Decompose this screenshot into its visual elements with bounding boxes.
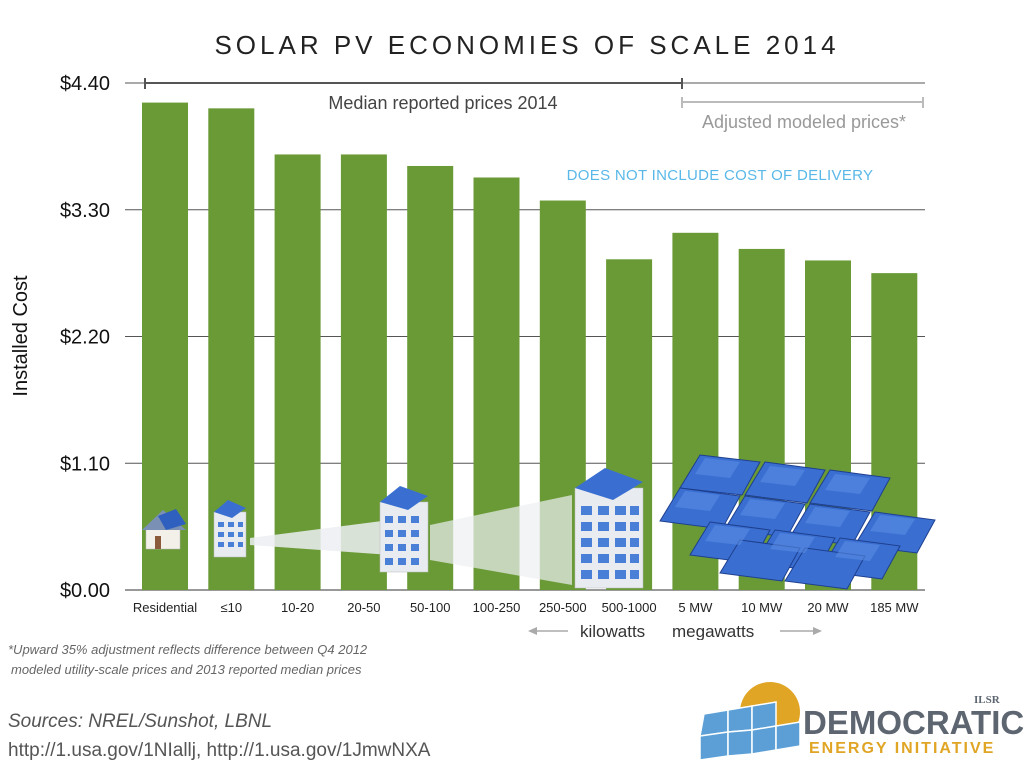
chart-title: SOLAR PV ECONOMIES OF SCALE 2014 bbox=[214, 30, 839, 60]
bar bbox=[274, 154, 321, 590]
small-building-icon bbox=[213, 500, 247, 558]
median-range-label: Median reported prices 2014 bbox=[328, 93, 557, 113]
adjusted-range-label: Adjusted modeled prices* bbox=[702, 112, 906, 132]
x-tick-label: 5 MW bbox=[678, 600, 713, 615]
right-arrow-icon bbox=[813, 627, 822, 635]
x-tick-label: 10-20 bbox=[281, 600, 314, 615]
y-tick-label: $3.30 bbox=[60, 200, 110, 222]
x-tick-label: 100-250 bbox=[473, 600, 521, 615]
sources: Sources: NREL/Sunshot, LBNL http://1.usa… bbox=[8, 707, 430, 765]
scale-beam-2 bbox=[430, 495, 572, 585]
left-arrow-icon bbox=[528, 627, 537, 635]
y-tick-label: $4.40 bbox=[60, 73, 110, 95]
footnote-line-1: *Upward 35% adjustment reflects differen… bbox=[8, 642, 368, 657]
megawatts-label: megawatts bbox=[672, 622, 754, 640]
logo-emblem-icon bbox=[700, 682, 801, 761]
kilowatts-label: kilowatts bbox=[580, 622, 645, 640]
large-building-icon bbox=[574, 468, 644, 589]
y-tick-label: $1.10 bbox=[60, 453, 110, 475]
adjusted-range-bracket bbox=[681, 97, 924, 108]
x-tick-label: 50-100 bbox=[410, 600, 450, 615]
x-tick-label: 500-1000 bbox=[602, 600, 657, 615]
house-icon bbox=[142, 509, 186, 550]
x-tick-label: ≤10 bbox=[220, 600, 242, 615]
logo-word-energy: ENERGY INITIATIVE bbox=[809, 740, 996, 757]
bar bbox=[142, 102, 188, 591]
logo-org: ILSR bbox=[974, 694, 1000, 706]
medium-building-icon bbox=[379, 486, 429, 573]
footnote: *Upward 35% adjustment reflects differen… bbox=[8, 640, 367, 680]
y-tick-labels: $0.00 $1.10 $2.20 $3.30 $4.40 bbox=[60, 73, 110, 602]
y-axis-label: Installed Cost bbox=[10, 275, 32, 397]
x-tick-labels: Residential ≤10 10-20 20-50 50-100 100-250 250… bbox=[133, 600, 919, 615]
y-tick-label: $0.00 bbox=[60, 580, 110, 602]
unit-arrows bbox=[528, 627, 822, 635]
solar-farm-icon bbox=[659, 454, 936, 590]
democratic-energy-logo: ILSR DEMOCRATIC ENERGY INITIATIVE bbox=[700, 676, 1024, 766]
sources-links[interactable]: http://1.usa.gov/1NIallj, http://1.usa.g… bbox=[8, 740, 431, 761]
footnote-line-2: modeled utility-scale prices and 2013 re… bbox=[11, 662, 362, 677]
scale-illustrations bbox=[142, 454, 936, 590]
logo-word-democratic: DEMOCRATIC bbox=[803, 704, 1024, 741]
x-tick-label: 20 MW bbox=[807, 600, 849, 615]
delivery-note: DOES NOT INCLUDE COST OF DELIVERY bbox=[567, 167, 874, 184]
median-range-bracket bbox=[144, 78, 683, 89]
x-tick-label: 185 MW bbox=[870, 600, 919, 615]
x-tick-label: 250-500 bbox=[539, 600, 587, 615]
y-tick-label: $2.20 bbox=[60, 327, 110, 349]
x-tick-label: 10 MW bbox=[741, 600, 783, 615]
bar bbox=[340, 154, 387, 590]
sources-line: Sources: NREL/Sunshot, LBNL bbox=[8, 711, 273, 732]
x-tick-label: 20-50 bbox=[347, 600, 380, 615]
x-tick-label: Residential bbox=[133, 600, 197, 615]
scale-beam-1 bbox=[250, 520, 390, 555]
chart: SOLAR PV ECONOMIES OF SCALE 2014 Install… bbox=[10, 30, 936, 640]
